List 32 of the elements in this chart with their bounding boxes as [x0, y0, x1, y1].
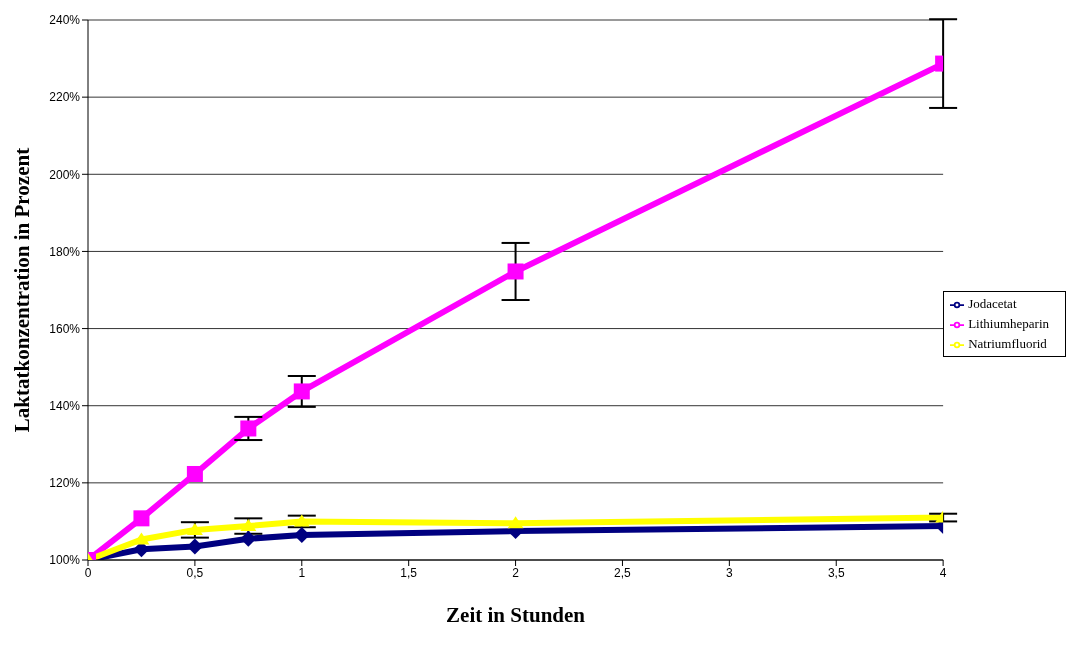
legend-label: Jodacetat [968, 296, 1017, 311]
y-tick-label: 180% [49, 244, 81, 259]
y-tick-label: 220% [49, 90, 81, 105]
x-tick-label: 0 [84, 565, 92, 580]
point [186, 465, 203, 482]
x-tick-label: 0,5 [186, 565, 204, 580]
point [507, 263, 524, 280]
x-tick-label: 1,5 [400, 565, 418, 580]
point [293, 383, 310, 400]
x-tick-label: 2 [512, 565, 520, 580]
point [507, 516, 524, 529]
x-tick-label: 1 [298, 565, 306, 580]
y-tick-label: 120% [49, 476, 81, 491]
x-tick-label: 3 [726, 565, 733, 580]
y-tick-label: 100% [49, 553, 81, 568]
y-tick-label: 140% [49, 398, 81, 413]
legend-label: Natriumfluorid [968, 336, 1047, 351]
y-axis-title: Laktatkonzentration in Prozent [10, 147, 35, 433]
point [133, 510, 150, 527]
x-axis-title: Zeit in Stunden [446, 603, 586, 627]
y-tick-label: 160% [49, 321, 81, 336]
x-tick-label: 3,5 [827, 565, 845, 580]
point [240, 420, 257, 437]
point [186, 522, 203, 535]
legend-label: Lithiumheparin [968, 316, 1049, 331]
point [293, 514, 310, 527]
x-tick-label: 4 [939, 565, 947, 580]
y-tick-label: 240% [49, 13, 81, 28]
point [133, 532, 150, 545]
y-tick-label: 200% [49, 167, 81, 182]
point [240, 519, 257, 532]
x-tick-label: 2,5 [614, 565, 632, 580]
